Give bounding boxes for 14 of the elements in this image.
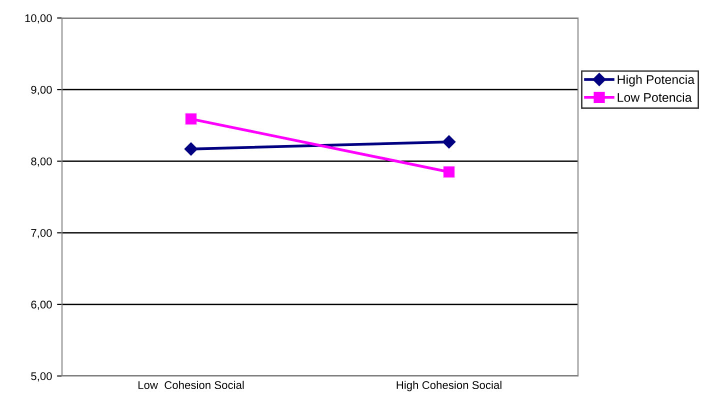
y-tick-label: 7,00: [31, 229, 52, 238]
point: [443, 166, 455, 178]
legend-label: Low Potencia: [618, 92, 692, 102]
point: [442, 135, 456, 148]
x-tick-label: Low Cohesion Social: [138, 380, 244, 390]
y-tick-label: 8,00: [31, 157, 52, 167]
legend-label: High Potencia: [618, 74, 695, 86]
y-tick-label: 10,00: [25, 14, 52, 24]
y-tick-label: 9,00: [31, 86, 52, 96]
point: [185, 113, 197, 125]
y-tick-label: 6,00: [31, 300, 52, 310]
point: [184, 142, 198, 156]
y-tick-label: 5,00: [31, 372, 52, 382]
x-tick-label: High Cohesion Social: [396, 380, 502, 392]
